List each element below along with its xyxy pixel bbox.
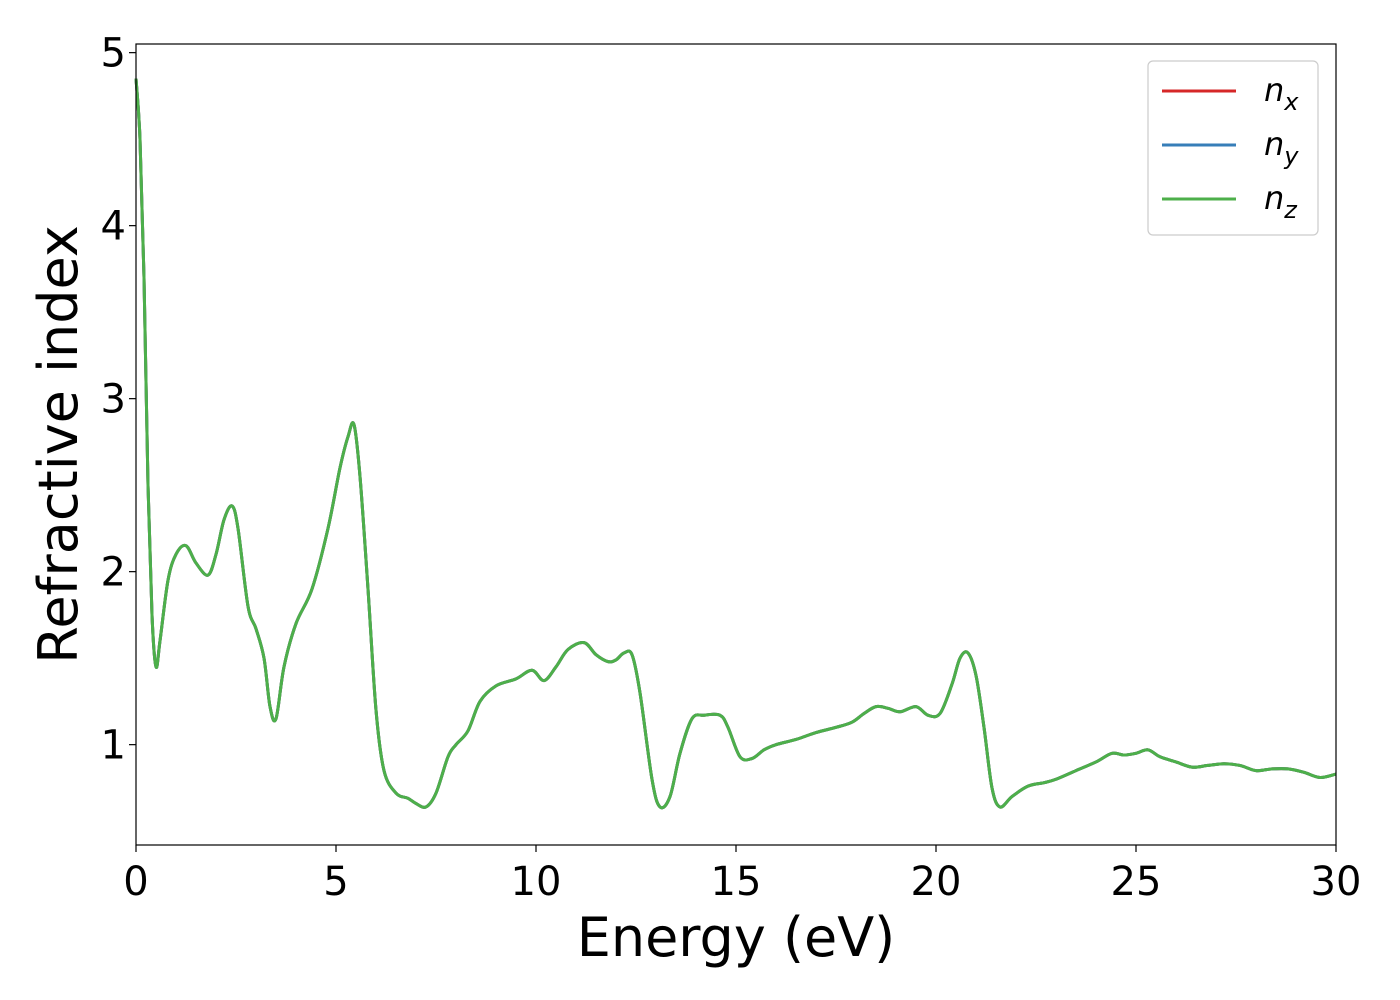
x-axis-label: Energy (eV): [577, 906, 896, 969]
legend: nx ny nz: [1147, 60, 1319, 236]
y-tick-label: 3: [101, 377, 126, 423]
series-line-n-z: [134, 78, 1337, 810]
x-tick-label: 30: [1311, 859, 1362, 905]
y-axis-label: Refractive index: [27, 225, 90, 664]
y-tick-label: 5: [101, 31, 126, 77]
x-tick-label: 25: [1111, 859, 1162, 905]
x-tick-label: 15: [711, 859, 762, 905]
legend-label-nx: nx: [1264, 71, 1299, 116]
x-tick-label: 20: [911, 859, 962, 905]
legend-label-nz: nz: [1264, 179, 1298, 224]
y-tick-label: 4: [101, 204, 126, 250]
series-layer: [134, 78, 1337, 810]
legend-box: [1147, 60, 1319, 236]
y-tick-label: 2: [101, 550, 126, 596]
x-tick-label: 5: [323, 859, 348, 905]
x-tick-label: 10: [511, 859, 562, 905]
legend-label-ny: ny: [1264, 125, 1299, 170]
x-tick-label: 0: [123, 859, 148, 905]
y-axis-ticks: 1 2 3 4 5: [101, 31, 136, 769]
y-tick-label: 1: [101, 723, 126, 769]
x-axis-ticks: 0 5 10 15 20 25 30: [123, 845, 1361, 905]
